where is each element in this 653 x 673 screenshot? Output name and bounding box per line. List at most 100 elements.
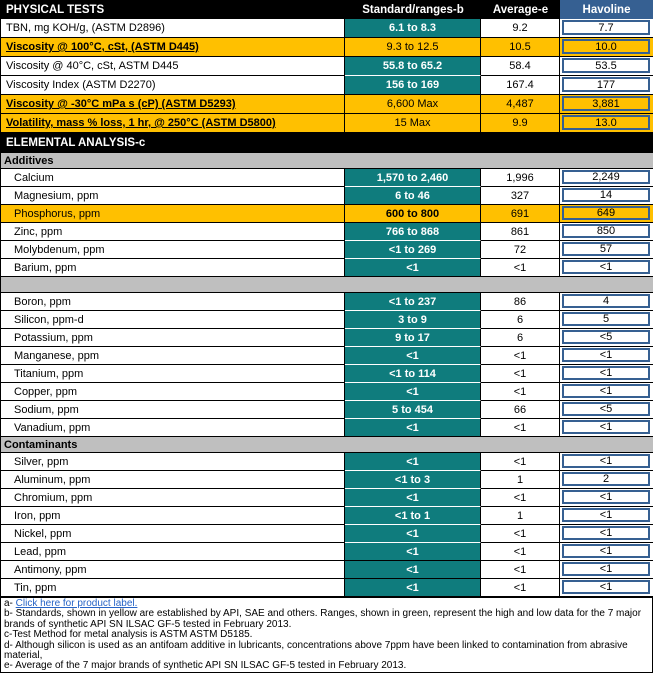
havoline-value-box: 850 [562, 224, 650, 238]
standard-range-cell: <1 [345, 259, 481, 277]
havoline-value-box: <1 [562, 348, 650, 362]
havoline-cell: 14 [560, 187, 653, 205]
table-row: Boron, ppm <1 to 237 86 4 [0, 293, 653, 311]
row-label: Chromium, ppm [0, 489, 345, 507]
havoline-value-box: 2,249 [562, 170, 650, 184]
table-row: Copper, ppm <1 <1 <1 [0, 383, 653, 401]
footnote-d: d- Although silicon is used as an antifo… [4, 639, 628, 662]
average-cell: <1 [481, 453, 560, 471]
average-cell: 167.4 [481, 76, 560, 95]
footnote-c: c-Test Method for metal analysis is ASTM… [4, 629, 253, 641]
havoline-cell: <1 [560, 579, 653, 597]
average-cell: 58.4 [481, 57, 560, 76]
row-label: Manganese, ppm [0, 347, 345, 365]
average-cell: 66 [481, 401, 560, 419]
row-label: Viscosity Index (ASTM D2270) [0, 76, 345, 95]
havoline-value-box: 13.0 [562, 115, 650, 130]
table-row: Viscosity @ -30°C mPa s (cP) (ASTM D5293… [0, 95, 653, 114]
standard-range-cell: 9 to 17 [345, 329, 481, 347]
product-label-link[interactable]: Click here for product label. [15, 598, 138, 609]
table-row: Antimony, ppm <1 <1 <1 [0, 561, 653, 579]
standard-range-cell: 9.3 to 12.5 [345, 38, 481, 57]
table-row: Viscosity @ 100°C, cSt, (ASTM D445) 9.3 t… [0, 38, 653, 57]
havoline-cell: 7.7 [560, 19, 653, 38]
standard-range-cell: 600 to 800 [345, 205, 481, 223]
table-row: Potassium, ppm 9 to 17 6 <5 [0, 329, 653, 347]
havoline-cell: <5 [560, 401, 653, 419]
average-cell: <1 [481, 347, 560, 365]
table-row: Phosphorus, ppm 600 to 800 691 649 [0, 205, 653, 223]
row-label: Silicon, ppm-d [0, 311, 345, 329]
average-cell: 691 [481, 205, 560, 223]
havoline-value-box: 53.5 [562, 58, 650, 73]
table-row: Viscosity @ 40°C, cSt, ASTM D445 55.8 to … [0, 57, 653, 76]
havoline-value-box: 5 [562, 312, 650, 326]
havoline-cell: 649 [560, 205, 653, 223]
havoline-cell: 53.5 [560, 57, 653, 76]
average-cell: <1 [481, 525, 560, 543]
standard-range-cell: 6.1 to 8.3 [345, 19, 481, 38]
footnote-b: b- Standards, shown in yellow are establ… [4, 608, 642, 630]
havoline-value-box: 177 [562, 77, 650, 92]
havoline-cell: <1 [560, 383, 653, 401]
average-cell: 6 [481, 311, 560, 329]
standard-range-cell: 766 to 868 [345, 223, 481, 241]
standard-range-cell: 1,570 to 2,460 [345, 169, 481, 187]
havoline-cell: 10.0 [560, 38, 653, 57]
havoline-value-box: <1 [562, 562, 650, 576]
standard-range-cell: 3 to 9 [345, 311, 481, 329]
table-row: Silver, ppm <1 <1 <1 [0, 453, 653, 471]
havoline-value-box: 3,881 [562, 96, 650, 111]
havoline-cell: <1 [560, 507, 653, 525]
average-cell: 9.9 [481, 114, 560, 133]
average-cell: 10.5 [481, 38, 560, 57]
row-label: Tin, ppm [0, 579, 345, 597]
havoline-cell: <1 [560, 453, 653, 471]
table-row: Volatility, mass % loss, 1 hr, @ 250°C (… [0, 114, 653, 133]
havoline-value-box: <1 [562, 544, 650, 558]
average-cell: 1 [481, 507, 560, 525]
average-cell: <1 [481, 579, 560, 597]
footnotes-panel: a- Click here for product label. b- Stan… [0, 597, 653, 673]
havoline-cell: <1 [560, 347, 653, 365]
standard-range-cell: 5 to 454 [345, 401, 481, 419]
standard-range-cell: 15 Max [345, 114, 481, 133]
row-label: Potassium, ppm [0, 329, 345, 347]
column-header-physical-tests: PHYSICAL TESTS [0, 0, 345, 19]
standard-range-cell: <1 to 114 [345, 365, 481, 383]
havoline-value-box: <1 [562, 580, 650, 594]
row-label: Barium, ppm [0, 259, 345, 277]
standard-range-cell: 156 to 169 [345, 76, 481, 95]
standard-range-cell: <1 [345, 543, 481, 561]
havoline-value-box: <1 [562, 420, 650, 434]
havoline-value-box: <1 [562, 508, 650, 522]
row-label: Viscosity @ -30°C mPa s (cP) (ASTM D5293… [0, 95, 345, 114]
havoline-cell: <5 [560, 329, 653, 347]
havoline-cell: 4 [560, 293, 653, 311]
standard-range-cell: <1 to 269 [345, 241, 481, 259]
havoline-cell: <1 [560, 543, 653, 561]
footnote-a-prefix: a- [4, 598, 16, 609]
row-label: Calcium [0, 169, 345, 187]
standard-range-cell: <1 [345, 561, 481, 579]
havoline-value-box: <5 [562, 402, 650, 416]
row-label: Magnesium, ppm [0, 187, 345, 205]
row-label: Titanium, ppm [0, 365, 345, 383]
column-header-average: Average-e [481, 0, 560, 19]
average-cell: 4,487 [481, 95, 560, 114]
average-cell: <1 [481, 365, 560, 383]
footnote-a: a- Click here for product label. [4, 598, 649, 609]
average-cell: <1 [481, 489, 560, 507]
standard-range-cell: <1 [345, 383, 481, 401]
standard-range-cell: <1 [345, 347, 481, 365]
row-label: Nickel, ppm [0, 525, 345, 543]
standard-range-cell: <1 to 3 [345, 471, 481, 489]
average-cell: 6 [481, 329, 560, 347]
table-row: TBN, mg KOH/g, (ASTM D2896) 6.1 to 8.3 9.2… [0, 19, 653, 38]
table-row: Tin, ppm <1 <1 <1 [0, 579, 653, 597]
row-label: Sodium, ppm [0, 401, 345, 419]
row-label: Boron, ppm [0, 293, 345, 311]
standard-range-cell: <1 [345, 579, 481, 597]
average-cell: 9.2 [481, 19, 560, 38]
